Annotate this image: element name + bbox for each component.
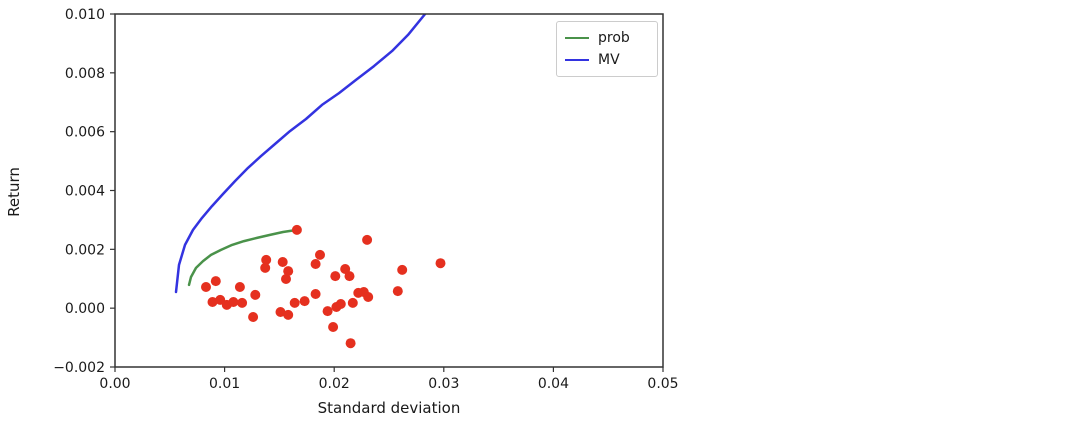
scatter-point [310,259,321,269]
scatter-point [250,289,261,300]
scatter-point [344,271,355,282]
scatter-point [248,312,259,322]
y-tick-label: 0.002 [65,242,105,258]
scatter-point [330,271,341,282]
x-tick-label: 0.04 [538,376,569,392]
scatter-point [237,297,248,308]
legend-label-prob: prob [598,30,630,46]
scatter-point [362,234,373,245]
y-tick-label: 0.010 [65,7,105,23]
MV-curve [174,14,427,294]
scatter-point [275,307,286,317]
scatter-point [283,309,294,320]
y-tick-label: 0.008 [65,66,105,82]
scatter-point [363,292,374,302]
y-axis-label: Return [5,167,23,217]
scatter-point [392,286,403,297]
legend: prob MV [556,21,658,77]
scatter-point [277,257,288,267]
scatter-point [310,289,321,299]
scatter-point [345,338,356,349]
x-tick-label: 0.03 [428,376,459,392]
scatter-point [322,306,333,317]
scatter-point [228,297,239,307]
x-tick-label: 0.02 [319,376,350,392]
scatter-point [210,276,221,287]
scatter-point [315,249,325,260]
plot-border [114,13,664,368]
scatter-point [291,224,302,235]
scatter-point [234,282,245,292]
x-tick-label: 0.01 [209,376,240,392]
x-tick-label: 0.05 [647,376,678,392]
scatter-point [335,299,346,309]
scatter-point [283,266,294,277]
legend-label-mv: MV [598,52,620,68]
prob-curve [187,228,299,287]
scatter-point [328,322,339,332]
y-tick-label: 0.006 [65,125,105,141]
legend-entry-prob: prob [565,27,649,49]
scatter-point [299,296,310,307]
scatter-point [260,262,271,273]
scatter-point [397,264,408,275]
scatter-point [435,258,446,269]
y-tick-label: 0.004 [65,184,105,200]
legend-entry-mv: MV [565,49,649,71]
scatter-point [289,297,300,308]
prob-line-swatch [565,37,589,39]
y-tick-label: 0.000 [65,301,105,317]
scatter-point [261,254,272,265]
mv-line-swatch [565,59,589,61]
scatter-point [347,297,358,308]
scatter-point [207,297,218,307]
x-tick-label: 0.00 [99,376,130,392]
x-axis-label: Standard deviation [317,399,461,417]
scatter-point [281,274,291,284]
scatter-point [201,282,211,292]
y-tick-label: −0.002 [53,360,105,376]
